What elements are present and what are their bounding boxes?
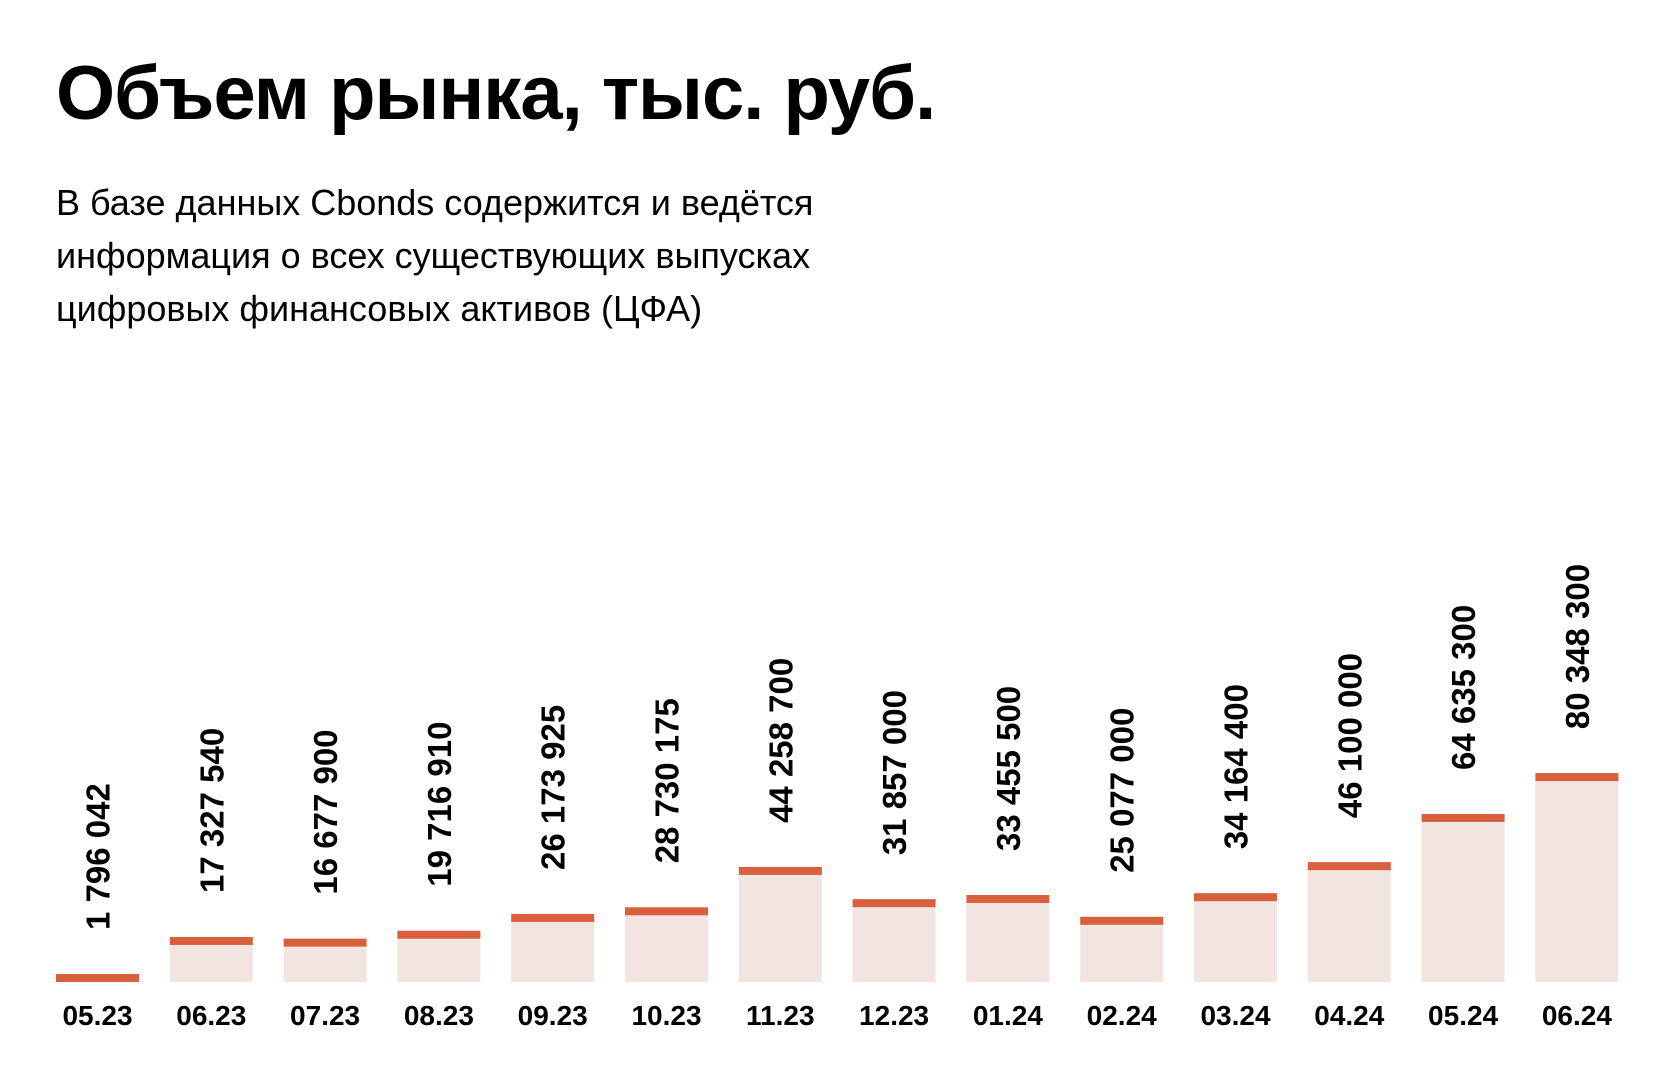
category-label-10.23: 10.23 [631, 1000, 701, 1031]
bar-cap-03.24 [1194, 893, 1277, 902]
value-label-09.23: 26 173 925 [535, 705, 572, 870]
bar-cap-04.24 [1307, 862, 1391, 871]
bar-cap-09.23 [511, 913, 595, 922]
category-label-12.23: 12.23 [859, 1000, 929, 1031]
subtitle-line-3: цифровых финансовых активов (ЦФА) [56, 288, 703, 329]
bar-03.24 [1194, 893, 1277, 982]
value-label-06.23: 17 327 540 [193, 728, 230, 893]
bar-cap-08.23 [397, 930, 481, 939]
bar-cap-10.23 [625, 907, 708, 916]
value-label-05.23: 1 796 042 [80, 783, 117, 930]
category-label-09.23: 09.23 [518, 1000, 588, 1031]
value-label-01.24: 33 455 500 [990, 686, 1027, 851]
subtitle-line-1: В базе данных Cbonds содержится и ведётс… [56, 182, 814, 223]
value-label-07.23: 16 677 900 [307, 729, 344, 894]
value-label-08.23: 19 716 910 [421, 722, 458, 887]
bar-09.23 [511, 913, 595, 982]
bar-04.24 [1307, 862, 1391, 982]
category-label-01.24: 01.24 [973, 1000, 1043, 1031]
value-label-05.24: 64 635 300 [1445, 605, 1482, 770]
value-label-11.23: 44 258 700 [762, 658, 799, 823]
category-label-03.24: 03.24 [1200, 1000, 1270, 1031]
bar-cap-06.23 [169, 936, 253, 945]
bar-cap-01.24 [966, 895, 1050, 904]
bar-05.24 [1421, 813, 1505, 982]
category-label-05.23: 05.23 [62, 1000, 132, 1031]
category-label-04.24: 04.24 [1314, 1000, 1384, 1031]
bar-cap-05.23 [56, 974, 139, 982]
value-label-02.24: 25 077 000 [1104, 708, 1141, 873]
bar-cap-11.23 [738, 866, 822, 875]
category-label-02.24: 02.24 [1087, 1000, 1157, 1031]
bar-cap-07.23 [283, 938, 367, 947]
bar-06.24 [1535, 773, 1619, 982]
bar-11.23 [738, 866, 822, 982]
category-label-05.24: 05.24 [1428, 1000, 1498, 1031]
bar-cap-02.24 [1080, 916, 1164, 925]
value-label-06.24: 80 348 300 [1559, 564, 1596, 729]
value-label-04.24: 46 100 000 [1331, 653, 1368, 818]
bar-08.23 [397, 930, 481, 982]
category-label-06.24: 06.24 [1542, 1000, 1612, 1031]
bar-01.24 [966, 895, 1050, 982]
subtitle-line-2: информация о всех существующих выпусках [56, 235, 811, 276]
category-label-08.23: 08.23 [404, 1000, 474, 1031]
chart-subtitle: В базе данных Cbonds содержится и ведётс… [56, 176, 956, 335]
bar-cap-06.24 [1535, 773, 1619, 782]
category-label-11.23: 11.23 [746, 1000, 815, 1031]
bar-10.23 [625, 907, 708, 982]
chart-title: Объем рынка, тыс. руб. [56, 51, 936, 136]
bars-group: 1 796 042 05.23 17 327 540 06.23 16 677 900 0… [56, 564, 1619, 1031]
value-label-10.23: 28 730 175 [649, 698, 686, 863]
bar-12.23 [852, 899, 936, 982]
category-label-07.23: 07.23 [290, 1000, 360, 1031]
category-label-06.23: 06.23 [176, 1000, 246, 1031]
value-label-03.24: 34 164 400 [1218, 684, 1255, 849]
value-label-12.23: 31 857 000 [876, 690, 913, 855]
bar-cap-05.24 [1421, 813, 1505, 822]
bar-02.24 [1080, 916, 1164, 982]
bar-cap-12.23 [852, 899, 936, 908]
